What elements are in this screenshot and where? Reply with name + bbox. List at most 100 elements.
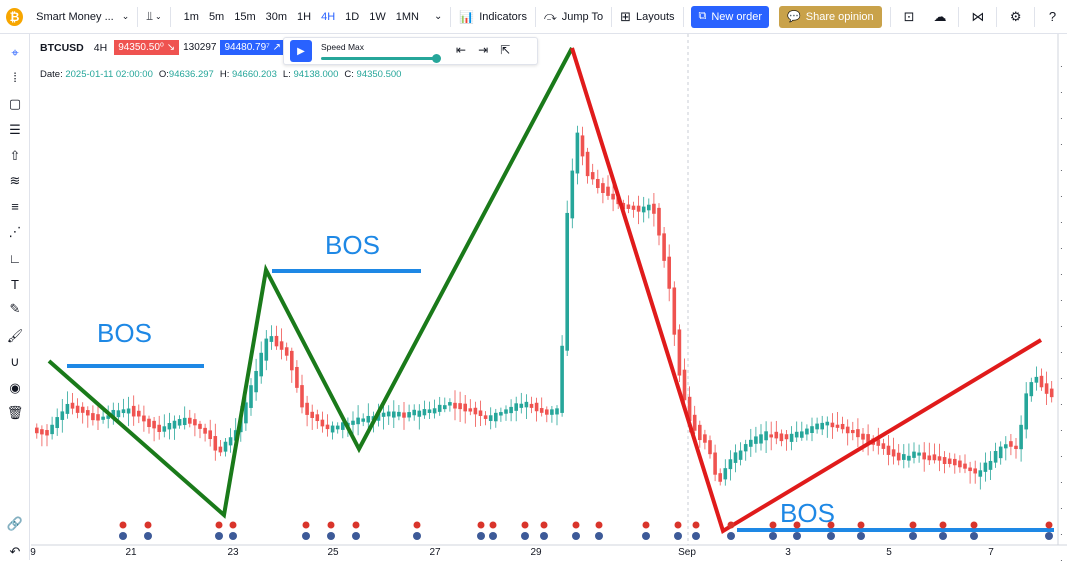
parallel-icon[interactable]: ≡ xyxy=(11,198,19,214)
cursor-icon[interactable]: ⌖ xyxy=(11,45,19,60)
candle-body xyxy=(499,412,503,416)
candle-body xyxy=(60,411,65,420)
candle-body xyxy=(320,419,325,427)
indicators-button[interactable]: 📊 Indicators xyxy=(454,0,532,34)
speed-slider-handle[interactable] xyxy=(432,54,441,63)
candle-body xyxy=(111,409,116,417)
candle-body xyxy=(590,172,595,180)
brush-icon[interactable]: ✎ xyxy=(9,301,21,316)
share-icon[interactable]: ⋈ xyxy=(971,8,985,24)
help-icon[interactable]: ? xyxy=(1048,9,1057,24)
time-axis[interactable]: 9 21 23 25 27 29 Sep 3 5 7 xyxy=(30,545,1067,560)
price-axis-tick: · xyxy=(1060,140,1063,149)
candle-body xyxy=(193,419,197,426)
pencil-icon[interactable]: 🖌 xyxy=(6,328,24,343)
candle-body xyxy=(35,427,39,434)
candle-body xyxy=(845,426,850,434)
cloud-icon[interactable]: ☁ xyxy=(933,8,947,24)
candle-body xyxy=(1029,382,1034,397)
candle-body xyxy=(631,205,636,210)
economic-event-flag-icon xyxy=(642,521,650,529)
rectangle-icon[interactable]: ▢ xyxy=(8,96,22,111)
app-logo-icon[interactable]: ₿ xyxy=(6,7,24,26)
candle-body xyxy=(147,418,151,428)
interval-label[interactable]: 4H xyxy=(93,41,108,54)
price-axis[interactable]: · · · · · · · · · · · · · · · · · · · · xyxy=(1058,34,1067,565)
candle-body xyxy=(835,424,840,428)
timeframe-1h[interactable]: 1H xyxy=(297,10,312,23)
chart-area[interactable]: BOS BOS BOS xyxy=(31,34,1067,560)
undo-icon[interactable]: ↶ xyxy=(9,544,21,559)
candle-body xyxy=(80,406,85,413)
timeframe-1w[interactable]: 1W xyxy=(369,10,386,23)
share-opinion-button[interactable]: 💬 Share opinion xyxy=(779,5,882,28)
new-order-button[interactable]: ⧉ New order xyxy=(691,5,770,28)
candle-body xyxy=(483,415,488,419)
chart-type-button[interactable]: ⫫ ⌄ xyxy=(141,0,166,34)
economic-event-icon xyxy=(302,532,310,540)
buy-price-badge[interactable]: 94480.79⁷ ↗ xyxy=(220,40,285,55)
step-forward-icon[interactable]: ⇥ xyxy=(478,43,489,57)
candle-body xyxy=(330,425,335,433)
jump-to-button[interactable]: ⤼ Jump To xyxy=(539,0,608,34)
economic-event-flag-icon xyxy=(674,521,682,529)
trend-line-icon[interactable]: ⁞ xyxy=(13,69,17,85)
candle-body xyxy=(968,467,972,472)
trash-icon[interactable]: 🗑 xyxy=(6,405,24,420)
candle-body xyxy=(733,452,738,463)
candle-body xyxy=(392,411,396,418)
candle-body xyxy=(917,452,921,456)
link-icon[interactable]: 🔗 xyxy=(6,516,24,531)
screenshot-icon[interactable]: ⊡ xyxy=(903,8,915,24)
candle-body xyxy=(1034,376,1039,383)
timeframe-1m[interactable]: 1m xyxy=(183,10,199,23)
timeframe-15m[interactable]: 15m xyxy=(234,10,256,23)
candle-body xyxy=(759,434,763,444)
price-chart[interactable]: BOS BOS BOS xyxy=(31,34,1067,560)
timeframe-4h[interactable]: 4H xyxy=(321,10,336,23)
candle-body xyxy=(432,408,437,414)
timeframe-1d[interactable]: 1D xyxy=(345,10,360,23)
candle-body xyxy=(116,410,121,418)
timeframe-1mn[interactable]: 1MN xyxy=(395,10,419,23)
candle-body xyxy=(417,410,422,417)
economic-event-flag-icon xyxy=(489,521,497,529)
timeframe-more-button[interactable]: ⌄ xyxy=(429,0,447,34)
measure-icon[interactable]: ∟ xyxy=(8,250,22,266)
timeframe-5m[interactable]: 5m xyxy=(208,10,225,23)
symbol-name[interactable]: BTCUSD xyxy=(40,41,84,54)
time-axis-label: Sep xyxy=(678,547,696,558)
fib-icon[interactable]: ☰ xyxy=(9,122,21,137)
speed-slider[interactable] xyxy=(321,57,437,60)
date-value: 2025-01-11 02:00:00 xyxy=(65,69,153,80)
eye-icon[interactable]: ◉ xyxy=(9,380,21,395)
zigzag-icon[interactable]: ⋰ xyxy=(8,224,22,239)
price-axis-tick: · xyxy=(1060,88,1063,97)
divider xyxy=(889,6,891,27)
economic-event-icon xyxy=(119,532,127,540)
layouts-button[interactable]: ⊞ Layouts xyxy=(615,0,679,34)
sell-price-badge[interactable]: 94350.50⁰ ↘ xyxy=(114,40,180,55)
divider xyxy=(534,6,536,27)
economic-event-flag-icon xyxy=(413,521,421,529)
step-back-icon[interactable]: ⇤ xyxy=(456,43,467,57)
economic-event-icon xyxy=(909,532,917,540)
strategy-selector[interactable]: Smart Money ... ⌄ xyxy=(31,0,134,34)
bos-label-1: BOS xyxy=(97,318,152,348)
candle-body xyxy=(800,431,804,438)
exit-replay-icon[interactable]: ⇱ xyxy=(500,43,511,57)
text-icon[interactable]: T xyxy=(11,276,19,292)
timeframe-30m[interactable]: 30m xyxy=(265,10,288,23)
candle-body xyxy=(412,409,416,416)
candle-body xyxy=(942,457,947,464)
gear-icon[interactable]: ⚙ xyxy=(1009,8,1022,24)
channel-icon[interactable]: ≋ xyxy=(9,173,21,188)
share-opinion-label: Share opinion xyxy=(805,10,874,23)
arrow-up-icon[interactable]: ⇧ xyxy=(9,148,21,163)
candle-body xyxy=(157,424,161,432)
magnet-icon[interactable]: ∪ xyxy=(10,354,20,369)
time-axis-label: 27 xyxy=(429,547,441,558)
candle-body xyxy=(208,430,212,440)
candle-body xyxy=(692,414,697,431)
play-icon[interactable]: ▶ xyxy=(290,40,312,62)
